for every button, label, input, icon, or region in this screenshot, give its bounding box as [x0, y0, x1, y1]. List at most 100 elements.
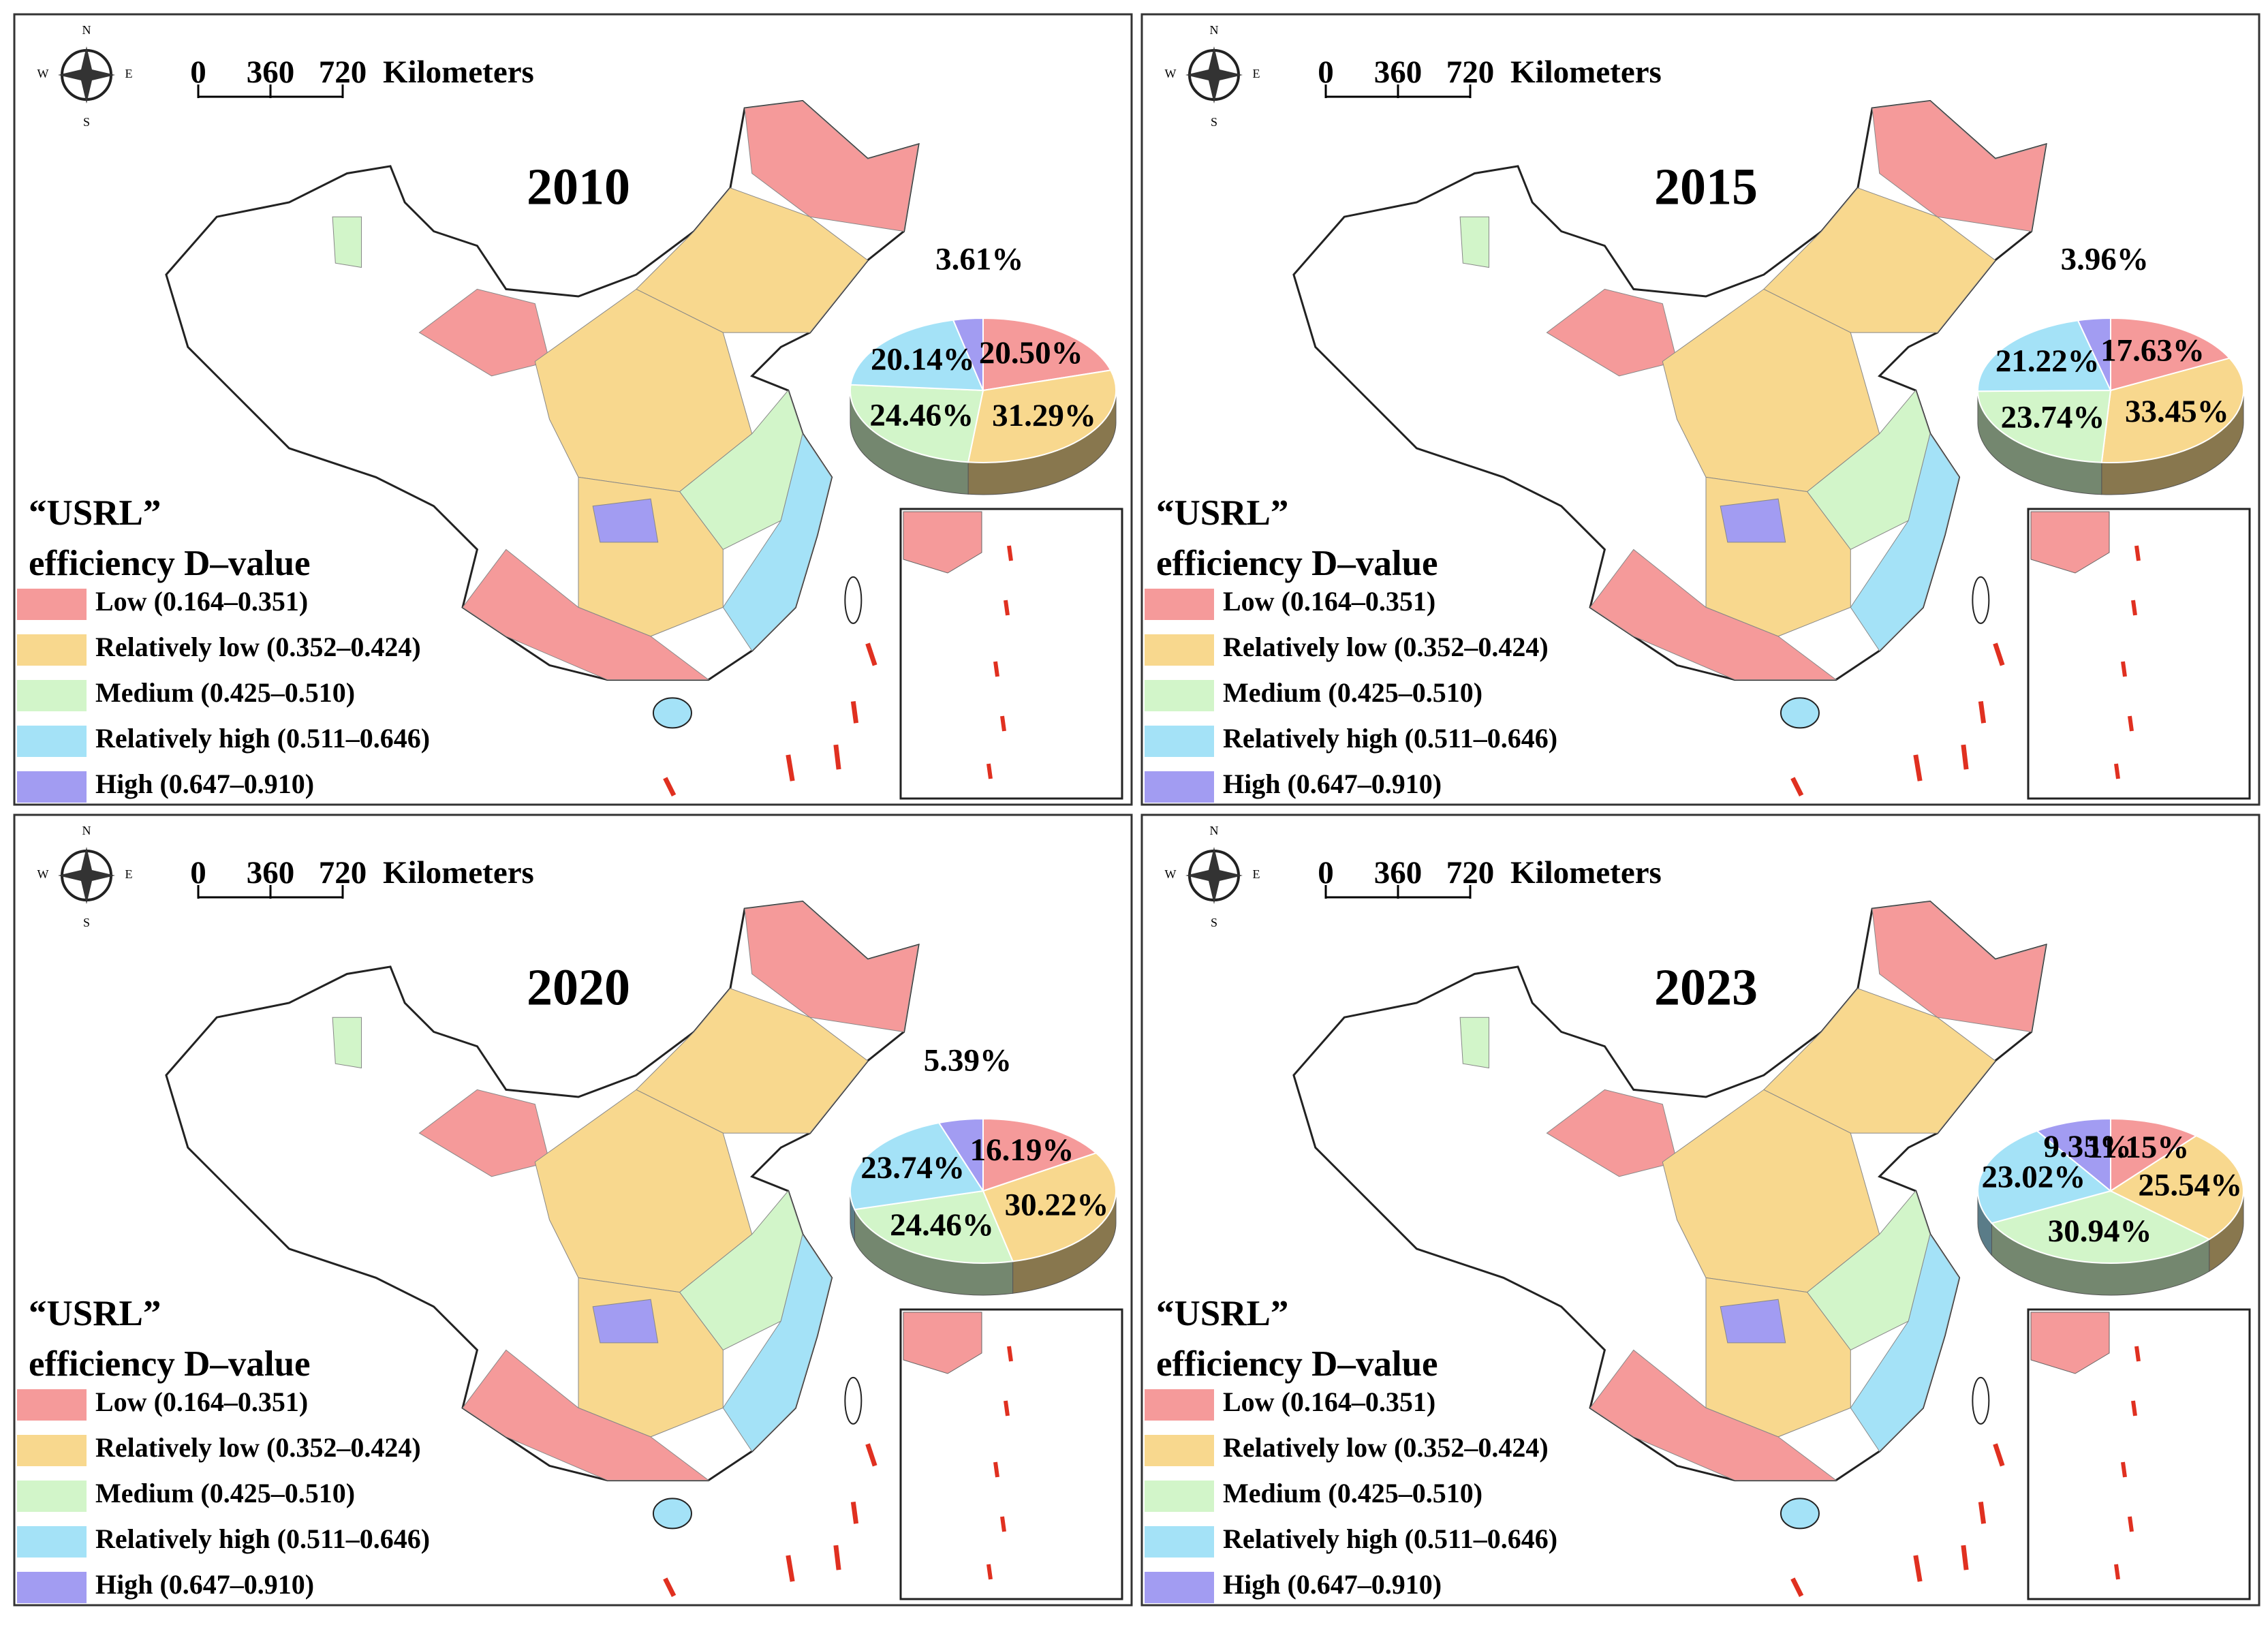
compass-label: W — [1165, 67, 1177, 80]
scale-label: 720 — [319, 855, 367, 890]
compass-label: E — [125, 67, 133, 80]
scale-label: 0 — [190, 55, 206, 90]
legend-title: efficiency D–value — [29, 1344, 311, 1384]
inset-dash — [2133, 1401, 2135, 1416]
legend-label: Relatively low (0.352–0.424) — [95, 632, 421, 662]
compass-label: N — [1210, 23, 1219, 37]
inset-dash — [1006, 600, 1008, 615]
scale-label: 360 — [247, 55, 295, 90]
compass-label: E — [1253, 67, 1260, 80]
pie-label: 3.61% — [935, 241, 1023, 277]
inset-dash — [2123, 1462, 2125, 1477]
scale-label: 720 — [1446, 855, 1495, 890]
inset-dash — [2130, 1517, 2132, 1532]
legend-label: Low (0.164–0.351) — [1223, 586, 1435, 617]
compass-label: S — [83, 115, 90, 129]
scale-label: 0 — [190, 855, 206, 890]
pie-label: 3.96% — [2061, 241, 2149, 277]
pie-label: 24.46% — [869, 397, 974, 433]
inset-dash — [2116, 1564, 2118, 1579]
legend-title: efficiency D–value — [29, 544, 311, 583]
inset-dash — [2133, 600, 2135, 615]
inset-dash — [2137, 546, 2139, 561]
inset-dash — [1009, 546, 1011, 561]
legend-label: Medium (0.425–0.510) — [95, 677, 355, 708]
region-patch — [1720, 499, 1786, 542]
legend-title: efficiency D–value — [1156, 1344, 1438, 1384]
scale-label: 360 — [1374, 855, 1423, 890]
compass-label: S — [1211, 115, 1217, 129]
inset-dash — [1009, 1346, 1011, 1361]
inset-dash — [2116, 764, 2118, 779]
pie-label: 5.39% — [924, 1043, 1012, 1079]
map-title: 2023 — [1654, 959, 1758, 1016]
legend-swatch — [17, 680, 87, 711]
legend-swatch — [1145, 589, 1214, 620]
hainan — [653, 1498, 692, 1528]
legend-label: Relatively high (0.511–0.646) — [95, 723, 430, 754]
pie-label: 21.22% — [1995, 343, 2100, 379]
hainan — [1781, 698, 1819, 728]
pie-label: 23.74% — [2001, 399, 2105, 435]
compass-label: N — [82, 23, 91, 37]
legend-label: Low (0.164–0.351) — [95, 586, 308, 617]
inset-dash — [995, 1462, 997, 1477]
scale-label: 0 — [1318, 55, 1334, 90]
scale-label: 720 — [319, 55, 367, 90]
compass-label: N — [82, 824, 91, 837]
legend-swatch — [1145, 680, 1214, 711]
inset-dash — [995, 662, 997, 677]
compass-label: W — [1165, 867, 1177, 881]
legend-label: High (0.647–0.910) — [95, 1569, 314, 1600]
scale-unit: Kilometers — [383, 55, 534, 90]
taiwan — [845, 577, 861, 623]
legend-label: Low (0.164–0.351) — [95, 1386, 308, 1417]
scale-label: 720 — [1446, 55, 1495, 90]
scale-unit: Kilometers — [383, 855, 534, 890]
legend-label: Low (0.164–0.351) — [1223, 1386, 1435, 1417]
boundary-dash — [853, 1502, 856, 1523]
inset-dash — [1006, 1401, 1008, 1416]
pie-label: 25.54% — [2138, 1167, 2242, 1203]
pie-label: 24.46% — [890, 1207, 994, 1243]
map-title: 2020 — [527, 959, 630, 1016]
legend-swatch — [17, 1572, 87, 1603]
region-patch — [1460, 217, 1489, 267]
inset-dash — [2123, 662, 2125, 677]
legend-title: “USRL” — [1156, 493, 1288, 533]
region-patch — [332, 1017, 361, 1068]
pie-label: 30.94% — [2048, 1213, 2152, 1249]
boundary-dash — [1963, 1545, 1966, 1570]
map-title: 2015 — [1654, 158, 1758, 215]
compass-label: E — [1253, 867, 1260, 881]
boundary-dash — [1963, 745, 1966, 769]
boundary-dash — [1980, 1502, 1983, 1523]
hainan — [1781, 1498, 1819, 1528]
pie-label: 17.63% — [2100, 333, 2205, 369]
legend-swatch — [17, 589, 87, 620]
legend-title: “USRL” — [29, 1294, 161, 1333]
inset-dash — [1002, 716, 1004, 731]
legend-swatch — [1145, 1435, 1214, 1466]
legend-label: Medium (0.425–0.510) — [1223, 677, 1482, 708]
scale-unit: Kilometers — [1510, 855, 1662, 890]
legend-label: High (0.647–0.910) — [95, 769, 314, 799]
legend-label: Relatively high (0.511–0.646) — [95, 1523, 430, 1554]
legend-label: Relatively low (0.352–0.424) — [1223, 1432, 1549, 1463]
legend-swatch — [1145, 1481, 1214, 1512]
inset-dash — [989, 764, 991, 779]
pie-label: 23.74% — [860, 1150, 965, 1186]
legend-label: High (0.647–0.910) — [1223, 1569, 1442, 1600]
compass-label: W — [37, 67, 49, 80]
legend-swatch — [1145, 1526, 1214, 1558]
pie-label: 9.35% — [2043, 1129, 2131, 1164]
compass-label: E — [125, 867, 133, 881]
region-patch — [1720, 1299, 1786, 1343]
legend-title: “USRL” — [1156, 1294, 1288, 1333]
hainan — [653, 698, 692, 728]
scale-label: 360 — [1374, 55, 1423, 90]
pie-label: 16.19% — [970, 1132, 1074, 1168]
legend-swatch — [1145, 634, 1214, 666]
